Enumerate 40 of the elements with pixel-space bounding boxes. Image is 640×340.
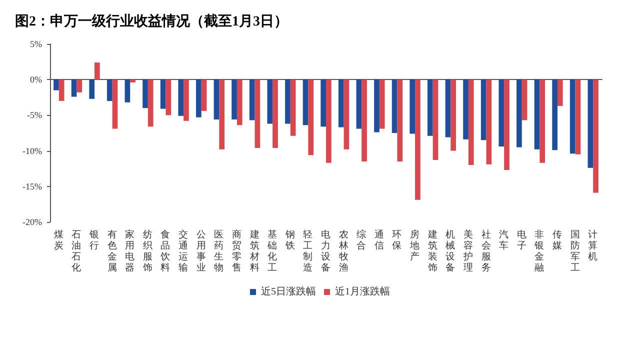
x-tick-label: 美容护理 [462, 228, 474, 274]
x-tick-label: 通信 [374, 228, 384, 252]
x-tick-label: 商贸零售 [232, 228, 242, 274]
x-tick-label: 农林牧渔 [338, 230, 349, 274]
y-tick-label: 5% [30, 39, 42, 49]
y-tick-label: -15% [22, 181, 42, 192]
x-tick-label: 公用事业 [196, 228, 206, 274]
x-tick-label: 非银金融 [534, 228, 545, 274]
x-tick-label: 交通运输 [178, 228, 189, 274]
y-tick-label: -20% [22, 217, 42, 227]
legend-label: 近5日涨跌幅 [261, 286, 316, 298]
chart-title: 图2：申万一级行业收益情况（截至1月3日） [15, 14, 288, 30]
x-tick-label: 有色金属 [107, 228, 118, 274]
x-tick-label: 纺织服饰 [142, 228, 153, 274]
x-tick-label: 计算机 [588, 228, 598, 262]
x-tick-label: 电子 [516, 228, 527, 252]
x-tick-label: 传媒 [552, 230, 562, 252]
x-tick-label: 社会服务 [481, 228, 492, 274]
legend-label: 近1月涨跌幅 [335, 286, 390, 298]
x-tick-label: 汽车 [499, 228, 510, 252]
y-tick-label: -5% [27, 110, 42, 120]
x-tick-label: 医药生物 [214, 230, 224, 274]
x-tick-label: 建筑材料 [248, 228, 260, 274]
x-tick-label: 轻工制造 [303, 228, 314, 274]
x-tick-label: 食品饮料 [160, 228, 171, 274]
y-tick-label: 0% [30, 74, 42, 85]
x-tick-label: 煤炭 [54, 228, 64, 252]
x-tick-label: 房地产 [409, 228, 420, 262]
x-tick-label: 银行 [88, 230, 100, 252]
x-tick-label: 石油石化 [72, 230, 82, 274]
x-tick-label: 建筑装饰 [426, 228, 438, 274]
x-tick-label: 国防军工 [570, 230, 580, 274]
x-tick-label: 环保 [392, 230, 402, 252]
x-tick-label: 电力设备 [321, 228, 331, 274]
x-tick-label: 家用电器 [125, 228, 136, 274]
x-tick-label: 机械设备 [446, 228, 456, 274]
y-tick-label: -10% [22, 146, 42, 156]
x-tick-label: 综合 [356, 228, 367, 252]
x-tick-label: 钢铁 [284, 230, 296, 252]
x-tick-label: 基础化工 [266, 228, 278, 274]
